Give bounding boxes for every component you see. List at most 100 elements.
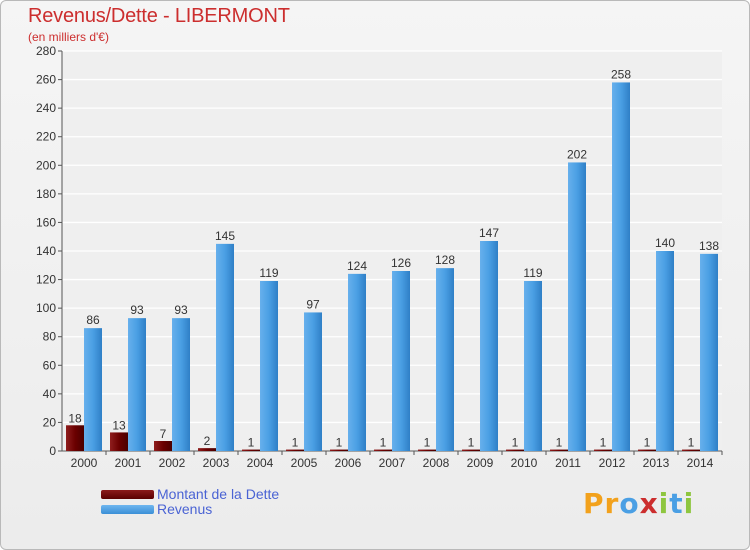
- bar-dette: [66, 425, 84, 451]
- data-label-dette: 1: [688, 436, 695, 450]
- bar-revenus: [84, 328, 102, 451]
- data-label-dette: 1: [468, 436, 475, 450]
- logo-letter: i: [683, 487, 695, 520]
- x-tick-label: 2004: [247, 456, 274, 470]
- y-tick-label: 220: [36, 130, 56, 144]
- chart-subtitle: (en milliers d'€): [28, 30, 109, 44]
- bar-revenus: [304, 312, 322, 451]
- x-tick-label: 2010: [511, 456, 538, 470]
- data-label-revenus: 147: [479, 226, 499, 240]
- data-label-dette: 1: [424, 436, 431, 450]
- y-tick-label: 180: [36, 187, 56, 201]
- bar-dette: [154, 441, 172, 451]
- data-label-revenus: 126: [391, 256, 411, 270]
- y-tick-label: 140: [36, 244, 56, 258]
- x-tick-label: 2006: [335, 456, 362, 470]
- bar-revenus: [612, 82, 630, 451]
- bar-revenus: [700, 253, 718, 451]
- bar-dette: [506, 449, 524, 451]
- data-label-dette: 1: [292, 436, 299, 450]
- logo-letter: P: [583, 487, 605, 520]
- y-tick-label: 0: [49, 444, 56, 458]
- y-tick-label: 160: [36, 215, 56, 229]
- data-label-revenus: 258: [611, 67, 631, 81]
- bar-revenus: [172, 318, 190, 451]
- bar-dette: [286, 449, 304, 451]
- data-label-dette: 1: [556, 436, 563, 450]
- legend-label-revenus: Revenus: [157, 501, 213, 517]
- x-tick-label: 2001: [115, 456, 142, 470]
- x-tick-label: 2008: [423, 456, 450, 470]
- data-label-dette: 1: [248, 436, 255, 450]
- bar-dette: [418, 449, 436, 451]
- chart-title: Revenus/Dette - LIBERMONT: [28, 5, 290, 27]
- data-label-dette: 1: [644, 436, 651, 450]
- y-tick-label: 240: [36, 101, 56, 115]
- y-tick-label: 260: [36, 73, 56, 87]
- data-label-dette: 18: [68, 411, 82, 425]
- logo-letter: t: [669, 487, 684, 520]
- x-tick-label: 2002: [159, 456, 186, 470]
- y-tick-label: 100: [36, 301, 56, 315]
- bar-revenus: [260, 281, 278, 451]
- x-tick-label: 2012: [599, 456, 626, 470]
- logo-letter: r: [604, 487, 620, 520]
- bar-revenus: [128, 318, 146, 451]
- legend-item-revenus: Revenus: [101, 501, 361, 518]
- bar-dette: [550, 449, 568, 451]
- logo-letter: i: [658, 487, 670, 520]
- bar-revenus: [436, 268, 454, 451]
- bar-revenus: [348, 273, 366, 451]
- y-tick-label: 80: [43, 330, 57, 344]
- data-label-dette: 13: [112, 418, 126, 432]
- data-label-revenus: 86: [86, 313, 100, 327]
- bar-dette: [242, 449, 260, 451]
- x-tick-label: 2014: [687, 456, 714, 470]
- data-label-revenus: 202: [567, 147, 587, 161]
- y-tick-label: 40: [43, 387, 57, 401]
- data-label-dette: 1: [600, 436, 607, 450]
- legend-label-dette: Montant de la Dette: [157, 486, 280, 502]
- data-label-revenus: 138: [699, 239, 719, 253]
- data-label-revenus: 119: [259, 266, 278, 280]
- data-label-revenus: 124: [347, 259, 367, 273]
- logo-letter: x: [639, 487, 659, 520]
- x-tick-label: 2003: [203, 456, 230, 470]
- x-tick-label: 2013: [643, 456, 670, 470]
- bar-revenus: [216, 243, 234, 451]
- data-label-revenus: 145: [215, 229, 235, 243]
- bar-revenus: [392, 271, 410, 451]
- x-tick-label: 2009: [467, 456, 494, 470]
- x-tick-label: 2005: [291, 456, 318, 470]
- data-label-revenus: 140: [655, 236, 675, 250]
- bar-dette: [374, 449, 392, 451]
- bar-dette: [198, 448, 216, 451]
- data-label-revenus: 128: [435, 253, 455, 267]
- proxiti-logo: Proxiti: [583, 487, 694, 520]
- legend-swatch-dette: [101, 490, 154, 499]
- bar-dette: [638, 449, 656, 451]
- bar-dette: [110, 432, 128, 451]
- data-label-revenus: 93: [130, 303, 144, 317]
- data-label-dette: 1: [380, 436, 387, 450]
- bar-dette: [594, 449, 612, 451]
- bar-revenus: [656, 251, 674, 451]
- logo-letter: o: [619, 487, 640, 520]
- x-tick-label: 2011: [555, 456, 581, 470]
- x-tick-label: 2000: [71, 456, 98, 470]
- data-label-dette: 7: [160, 427, 167, 441]
- data-label-revenus: 97: [306, 297, 320, 311]
- bar-revenus: [568, 162, 586, 451]
- data-label-revenus: 119: [523, 266, 542, 280]
- y-tick-label: 60: [43, 358, 57, 372]
- y-tick-label: 20: [43, 415, 57, 429]
- y-tick-label: 200: [36, 158, 56, 172]
- y-tick-label: 280: [36, 44, 56, 58]
- legend-item-dette: Montant de la Dette: [101, 486, 361, 503]
- bar-dette: [330, 449, 348, 451]
- bar-dette: [462, 449, 480, 451]
- data-label-dette: 1: [512, 436, 519, 450]
- x-tick-label: 2007: [379, 456, 406, 470]
